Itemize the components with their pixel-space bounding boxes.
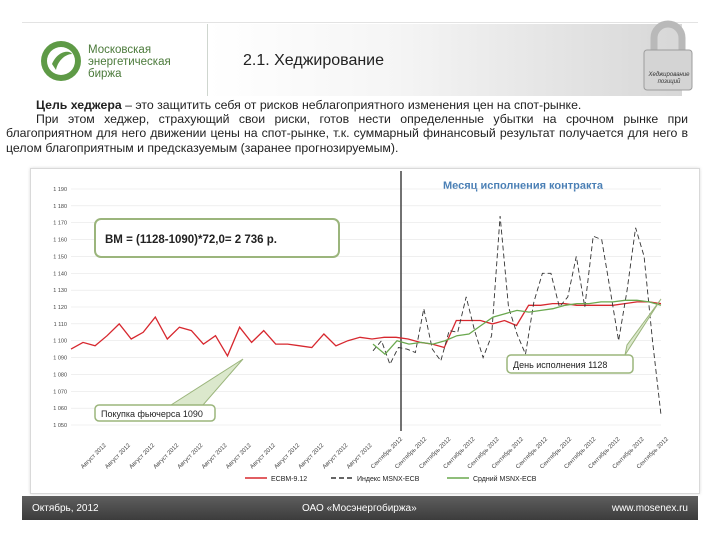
- header-top-line: [22, 22, 698, 23]
- y-tick-label: 1 080: [53, 372, 67, 378]
- y-axis: 1 050 1 060 1 070 1 080 1 090 1 100 1 110 1 120…: [53, 187, 661, 429]
- paragraph-goal: Цель хеджера – это защитить себя от риск…: [6, 98, 688, 112]
- logo-line-1: Московская: [88, 44, 152, 56]
- lock-caption: Хеджирование позиций: [648, 72, 690, 85]
- y-tick-label: 1 180: [53, 204, 67, 210]
- y-tick-label: 1 100: [53, 339, 67, 345]
- chart-title: Месяц исполнения контракта: [443, 180, 604, 192]
- logo-text: Московская энергетическая биржа: [88, 44, 171, 80]
- logo-box: Московская энергетическая биржа: [22, 24, 208, 96]
- series-line-2: [372, 215, 662, 415]
- legend-label: ЕСВМ-9.12: [271, 476, 307, 483]
- y-tick-label: 1 050: [53, 423, 67, 429]
- execution-pointer: [624, 298, 662, 356]
- y-tick-label: 1 120: [53, 305, 67, 311]
- y-tick-label: 1 070: [53, 389, 67, 395]
- y-tick-label: 1 140: [53, 271, 67, 277]
- logo-line-3: биржа: [88, 68, 122, 80]
- goal-bold: Цель хеджера: [36, 98, 122, 112]
- footer-date: Октябрь, 2012: [32, 503, 99, 514]
- footer-bar: Октябрь, 2012 ОАО «Мосэнергобиржа» www.m…: [22, 496, 698, 520]
- logo-line-2: энергетическая: [88, 56, 171, 68]
- y-tick-label: 1 150: [53, 254, 67, 260]
- body-text: Цель хеджера – это защитить себя от риск…: [6, 98, 688, 155]
- execution-text: День исполнения 1128: [513, 360, 607, 370]
- exchange-logo-icon: [41, 41, 81, 81]
- purchase-callout: [94, 404, 216, 422]
- series-line-3: [372, 299, 662, 356]
- footer-company: ОАО «Мосэнергобиржа»: [302, 503, 417, 514]
- legend-label: Индекс MSNX-ECB: [357, 476, 420, 483]
- lock-icon: [643, 20, 693, 91]
- legend-label: Срдний MSNX-ECB: [473, 475, 537, 483]
- formula-text: ВМ = (1128-1090)*72,0= 2 736 р.: [105, 234, 277, 246]
- series-lines: [70, 215, 662, 415]
- purchase-pointer: [169, 358, 244, 406]
- y-tick-label: 1 170: [53, 221, 67, 227]
- y-tick-label: 1 190: [53, 187, 67, 193]
- series-line-1: [70, 301, 662, 358]
- formula-callout: [94, 218, 340, 258]
- execution-callout: [506, 354, 634, 374]
- y-tick-label: 1 130: [53, 288, 67, 294]
- purchase-text: Покупка фьючерса 1090: [101, 409, 203, 419]
- goal-rest: – это защитить себя от рисков неблагопри…: [121, 98, 582, 112]
- y-tick-label: 1 090: [53, 356, 67, 362]
- paragraph-hedger: При этом хеджер, страхующий свои риски, …: [6, 112, 688, 155]
- y-tick-label: 1 110: [54, 322, 67, 328]
- slide-header: Московская энергетическая биржа: [22, 24, 682, 96]
- chart-legend: ЕСВМ-9.12 Индекс MSNX-ECB Срдний MSNX-ECB: [245, 475, 537, 483]
- chart-container: Месяц исполнения контракта 1 050 1 060 1 0…: [30, 168, 700, 494]
- page-title: 2.1. Хеджирование: [243, 52, 385, 69]
- title-band: [208, 24, 682, 96]
- footer-website: www.mosenex.ru: [611, 503, 688, 514]
- y-tick-label: 1 060: [53, 406, 67, 412]
- y-tick-label: 1 160: [53, 238, 67, 244]
